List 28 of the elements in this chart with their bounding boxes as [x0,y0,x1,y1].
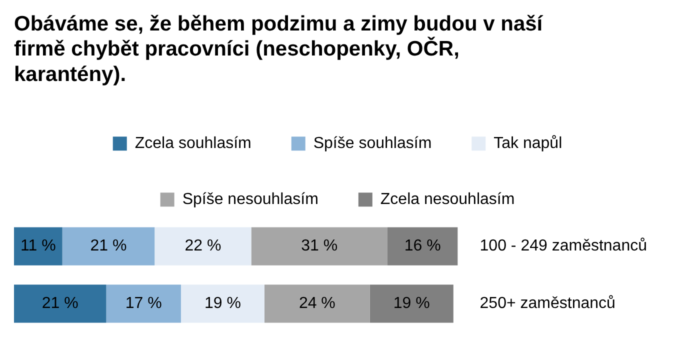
bar [14,284,106,323]
bar [14,227,62,266]
bar [370,284,454,323]
legend-label: Spíše souhlasím [313,135,432,152]
y-tick-label: 100 - 249 zaměstnanců [480,238,647,255]
data-label: 11 % [20,238,56,255]
bar [387,227,458,266]
data-label: 31 % [301,238,338,255]
bar [154,227,252,266]
data-label: 19 % [204,295,241,312]
data-label: 24 % [298,295,336,312]
data-label: 21 % [42,295,78,312]
data-label: 16 % [404,238,441,255]
legend-label: Tak napůl [494,135,562,152]
data-label: 22 % [184,238,222,255]
bar [251,227,388,266]
data-label: 19 % [393,295,430,312]
bar [264,284,370,323]
legend-label: Zcela souhlasím [134,135,252,152]
legend-label: Zcela nesouhlasím [380,191,515,208]
chart-title: Obáváme se, že během podzimu a zimy budou v naší firmě chybět pracovníci (neschopenky, OČR, karantény). [14,12,544,86]
bar [106,284,181,323]
bar [180,284,264,323]
bar [62,227,155,266]
data-label: 21 % [90,238,127,255]
data-label: 17 % [125,295,162,312]
legend-label: Spíše nesouhlasím [182,191,318,208]
y-tick-label: 250+ zaměstnanců [480,295,616,312]
